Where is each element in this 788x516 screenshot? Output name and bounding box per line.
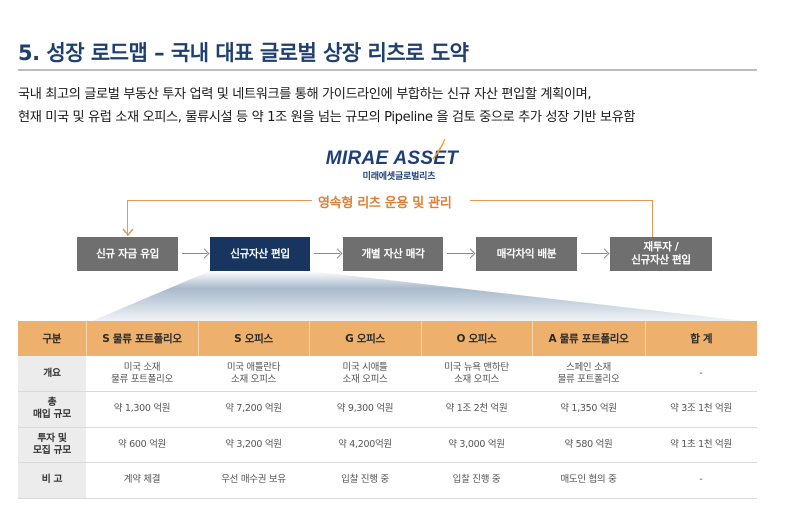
table-cell: 약 1조 2천 억원 (421, 391, 532, 428)
column-header: O 오피스 (421, 321, 533, 356)
table-cell: 약 9,300 억원 (309, 391, 421, 428)
cell-line: 소재 오피스 (231, 373, 276, 385)
table-cell: 약 3조 1천 억원 (645, 391, 757, 428)
flow-step-label: 재투자 / (643, 241, 679, 253)
row-header: 투자 및 모집 규모 (18, 427, 86, 463)
column-header: S 물류 포트폴리오 (86, 321, 199, 356)
description-line-2: 현재 미국 및 유럽 소재 오피스, 물류시설 등 약 1조 원을 넘는 규모의… (18, 110, 636, 125)
cycle-label: 영속형 리츠 운용 및 관리 (312, 192, 458, 211)
table-cell: 입찰 진행 중 (309, 462, 421, 499)
description: 국내 최고의 글로벌 부동산 투자 업력 및 네트워크를 통해 가이드라인에 부… (18, 83, 635, 129)
table-cell: 미국 시애틀 소재 오피스 (309, 356, 421, 392)
flow-step-label: 신규자산 편입 (230, 247, 290, 260)
table-cell: 약 1,350 억원 (532, 391, 645, 428)
row-header-text: 투자 및 (37, 432, 67, 444)
table-cell: 매도인 협의 중 (532, 462, 645, 499)
column-header: G 오피스 (309, 321, 422, 356)
row-header-text: 개요 (43, 367, 61, 379)
arrow-right-icon (581, 253, 607, 254)
table-row: 개요 미국 소재 물류 포트폴리오 미국 애틀란타 소재 오피스 미국 시애틀 소재 … (18, 356, 757, 392)
table-cell: 약 1초 1천 억원 (645, 427, 757, 463)
cell-line: 소재 오피스 (454, 373, 499, 385)
arrow-right-icon (314, 253, 340, 254)
cell-line: 물류 포트폴리오 (111, 373, 173, 385)
cycle-line-right (470, 200, 653, 237)
row-header: 개요 (18, 356, 86, 392)
flow-step-reinvest: 재투자 / 신규자산 편입 (610, 237, 712, 271)
table-cell: 약 7,200 억원 (198, 391, 309, 428)
table-cell: 약 1,300 억원 (86, 391, 198, 428)
table-cell: 약 4,200억원 (309, 427, 421, 463)
table-cell: - (645, 356, 757, 392)
flow-step-label: 매각차익 배분 (496, 247, 557, 260)
flow-step-label: 신규 자금 유입 (96, 247, 159, 260)
table-cell: 약 580 억원 (532, 427, 645, 463)
cell-line: - (699, 367, 703, 379)
table-cell: 약 600 억원 (86, 427, 198, 463)
table-cell: 약 3,000 억원 (421, 427, 532, 463)
title-divider (18, 69, 757, 71)
row-header-text: 매입 규모 (33, 409, 71, 421)
table-cell: 미국 뉴욕 맨하탄 소재 오피스 (421, 356, 532, 392)
column-header: 구분 (18, 321, 87, 356)
page-title: 5. 성장 로드맵 – 국내 대표 글로벌 상장 리츠로 도약 (18, 41, 469, 65)
table-cell: 우선 매수권 보유 (198, 462, 309, 499)
row-header-text: 비 고 (41, 474, 63, 486)
cell-line: 미국 뉴욕 맨하탄 (444, 361, 509, 373)
mirae-asset-logo: MIRAE ASSET 미래에셋글로벌리츠 (322, 148, 462, 182)
flow-step-new-asset: 신규자산 편입 (210, 237, 310, 271)
cell-line: 물류 포트폴리오 (557, 373, 620, 385)
arrow-right-icon (182, 253, 207, 254)
column-header: S 오피스 (198, 321, 310, 356)
cell-line: 미국 시애틀 (342, 361, 388, 373)
row-header-text: 모집 규모 (33, 444, 71, 456)
cell-line: 스페인 소재 (566, 361, 611, 373)
table-row: 투자 및 모집 규모 약 600 억원 약 3,200 억원 약 4,200억원 … (18, 427, 757, 463)
logo-wordmark: MIRAE ASSET (325, 148, 459, 169)
expansion-fan (92, 271, 745, 321)
table-cell: - (645, 462, 757, 499)
column-header: A 물류 포트폴리오 (532, 321, 646, 356)
arrow-right-icon (447, 253, 473, 254)
table-cell: 스페인 소재 물류 포트폴리오 (532, 356, 645, 392)
column-header: 합 계 (645, 321, 757, 356)
table-cell: 미국 소재 물류 포트폴리오 (86, 356, 198, 392)
pipeline-table: 구분 S 물류 포트폴리오 S 오피스 G 오피스 O 오피스 A 물류 포트폴… (18, 321, 757, 499)
table-header-row: 구분 S 물류 포트폴리오 S 오피스 G 오피스 O 오피스 A 물류 포트폴… (18, 321, 757, 356)
cell-line: 미국 애틀란타 (226, 361, 281, 373)
row-header: 총 매입 규모 (18, 391, 86, 428)
flow-step-gain-distribution: 매각차익 배분 (476, 237, 577, 271)
row-header: 비 고 (18, 462, 86, 499)
cycle-arrow-down-icon (122, 228, 134, 237)
description-line-1: 국내 최고의 글로벌 부동산 투자 업력 및 네트워크를 통해 가이드라인에 부… (18, 87, 592, 102)
flow-step-label: 개별 자산 매각 (361, 247, 425, 260)
table-cell: 약 3,200 억원 (198, 427, 309, 463)
table-row: 총 매입 규모 약 1,300 억원 약 7,200 억원 약 9,300 억원 … (18, 391, 757, 428)
row-header-text: 총 (47, 397, 57, 409)
flow-step-new-capital: 신규 자금 유입 (77, 237, 178, 271)
cell-line: 소재 오피스 (342, 373, 388, 385)
table-cell: 입찰 진행 중 (421, 462, 532, 499)
flow-step-asset-sale: 개별 자산 매각 (343, 237, 443, 271)
table-cell: 미국 애틀란타 소재 오피스 (198, 356, 309, 392)
flow-step-label: 신규자산 편입 (631, 254, 691, 266)
cycle-line-left (127, 200, 317, 236)
logo-subtitle: 미래에셋글로벌리츠 (362, 172, 436, 182)
cell-line: 미국 소재 (123, 361, 161, 373)
table-row: 비 고 계약 체결 우선 매수권 보유 입찰 진행 중 입찰 진행 중 매도인 … (18, 462, 757, 499)
table-cell: 계약 체결 (86, 462, 198, 499)
logo-swoosh-icon (432, 138, 446, 160)
